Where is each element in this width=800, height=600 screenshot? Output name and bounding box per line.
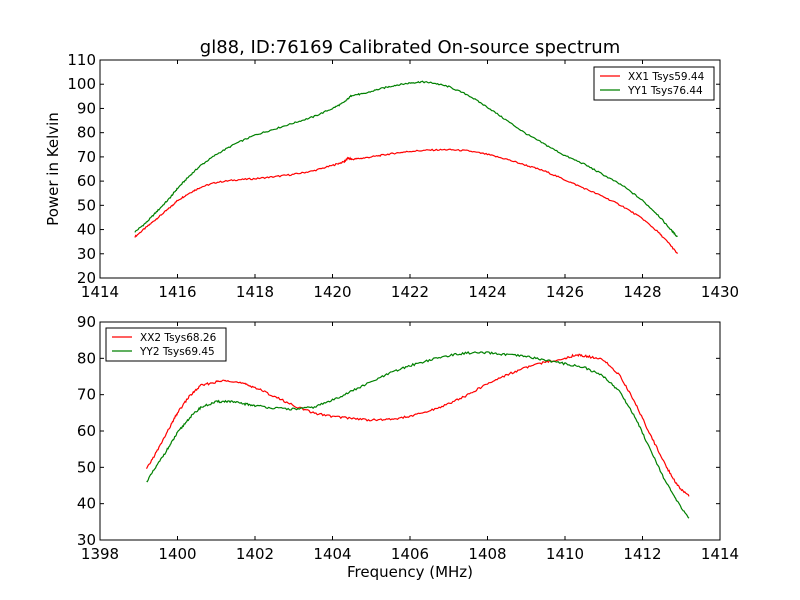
x-tick-label: 1412	[623, 545, 661, 563]
y-tick-label: 80	[77, 349, 96, 367]
x-tick-label: 1404	[313, 545, 351, 563]
x-tick-label: 1430	[701, 283, 739, 301]
y-tick-label: 90	[77, 99, 96, 117]
series-line-yy1	[134, 80, 678, 238]
y-tick-label: 110	[67, 51, 96, 69]
x-tick-label: 1410	[546, 545, 584, 563]
legend-entry: YY1 Tsys76.44	[627, 85, 703, 97]
y-tick-label: 90	[77, 313, 96, 331]
x-tick-label: 1416	[158, 283, 196, 301]
legend: XX2 Tsys68.26 YY2 Tsys69.45	[105, 327, 227, 362]
y-tick-label: 100	[67, 75, 96, 93]
y-axis-label: Power in Kelvin	[44, 112, 62, 226]
x-tick-label: 1398	[81, 545, 119, 563]
x-tick-label: 1414	[81, 283, 119, 301]
series-line-yy2	[146, 350, 690, 519]
y-tick-label: 40	[77, 495, 96, 513]
x-tick-label: 1402	[236, 545, 274, 563]
x-axis-label: Frequency (MHz)	[347, 563, 473, 581]
y-tick-label: 20	[77, 269, 96, 287]
x-tick-label: 1406	[391, 545, 429, 563]
legend: XX1 Tsys59.44 YY1 Tsys76.44	[593, 66, 715, 101]
y-tick-label: 80	[77, 124, 96, 142]
x-tick-label: 1428	[623, 283, 661, 301]
chart-panel-2: 1398 1400 1402 1404 1406 1408 1410 1412 1414 30 40…	[77, 313, 739, 581]
legend-entry: XX1 Tsys59.44	[628, 71, 705, 83]
legend-entry: XX2 Tsys68.26	[140, 332, 217, 344]
x-tick-label: 1426	[546, 283, 584, 301]
chart-panel-1: gl88, ID:76169 Calibrated On-source spec…	[44, 37, 739, 301]
chart-title: gl88, ID:76169 Calibrated On-source spec…	[200, 37, 620, 58]
y-tick-label: 30	[77, 531, 96, 549]
series-line-xx2	[145, 353, 690, 497]
x-tick-label: 1400	[158, 545, 196, 563]
x-tick-label: 1418	[236, 283, 274, 301]
y-tick-label: 70	[77, 148, 96, 166]
y-tick-label: 50	[77, 196, 96, 214]
x-tick-label: 1414	[701, 545, 739, 563]
legend-box	[105, 327, 227, 362]
y-tick-label: 30	[77, 245, 96, 263]
y-tick-label: 50	[77, 458, 96, 476]
legend-entry: YY2 Tsys69.45	[139, 346, 215, 358]
y-tick-label: 40	[77, 221, 96, 239]
x-tick-label: 1408	[468, 545, 506, 563]
y-tick-label: 70	[77, 386, 96, 404]
y-tick-label: 60	[77, 172, 96, 190]
legend-box	[593, 66, 715, 101]
x-tick-label: 1424	[468, 283, 506, 301]
y-tick-label: 60	[77, 422, 96, 440]
x-tick-label: 1420	[313, 283, 351, 301]
x-tick-label: 1422	[391, 283, 429, 301]
series-line-xx1	[134, 148, 678, 255]
